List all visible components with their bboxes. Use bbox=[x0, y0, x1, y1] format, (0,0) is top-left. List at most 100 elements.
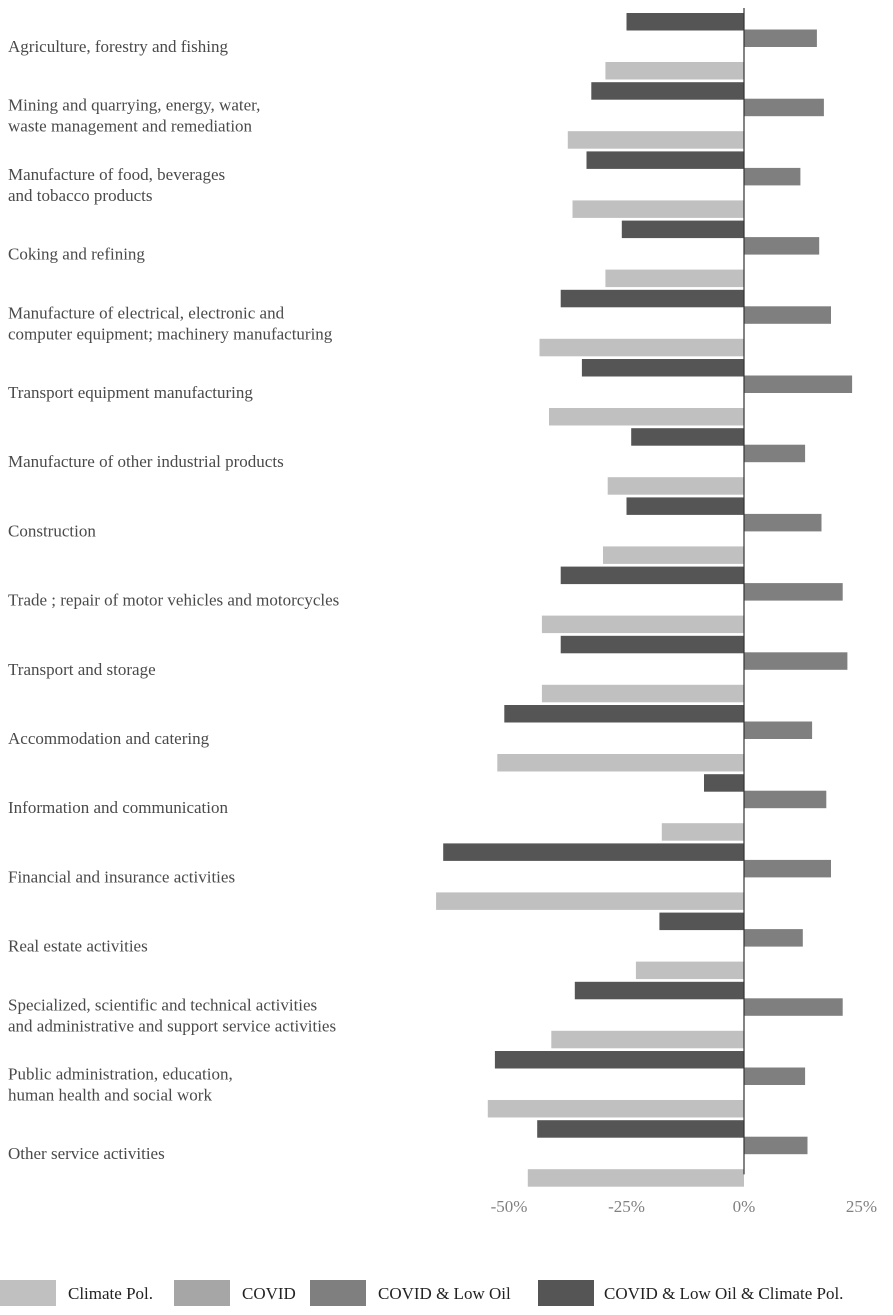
bar-covid-low-oil bbox=[744, 1136, 808, 1155]
bar-climate-pol bbox=[527, 1169, 744, 1187]
bar-covid-low-oil bbox=[744, 721, 813, 739]
legend-label: COVID & Low Oil bbox=[378, 1284, 511, 1303]
category-group: Manufacture of electrical, electronic an… bbox=[8, 289, 831, 357]
legend-swatch bbox=[538, 1280, 594, 1306]
category-group: Manufacture of other industrial products bbox=[8, 428, 806, 495]
bar-climate-pol bbox=[541, 615, 744, 634]
bar-covid-low-oil bbox=[744, 375, 853, 393]
category-label: computer equipment; machinery manufactur… bbox=[8, 324, 333, 343]
bar-covid-low-oil-climate-pol bbox=[626, 497, 744, 515]
bar-covid-low-oil bbox=[744, 237, 820, 255]
x-tick-label: 25% bbox=[846, 1197, 877, 1216]
bar-covid-low-oil bbox=[744, 652, 848, 670]
bar-covid-low-oil bbox=[744, 929, 803, 947]
bar-covid-low-oil-climate-pol bbox=[591, 82, 745, 100]
bar-covid-low-oil-climate-pol bbox=[574, 981, 744, 1000]
bar-climate-pol bbox=[635, 961, 744, 980]
bar-covid-low-oil bbox=[744, 513, 822, 532]
bar-covid-low-oil bbox=[744, 998, 843, 1016]
bar-climate-pol bbox=[572, 200, 744, 218]
bar-covid-low-oil-climate-pol bbox=[621, 220, 744, 239]
category-group: Transport and storage bbox=[8, 635, 848, 703]
category-group: Trade ; repair of motor vehicles and mot… bbox=[8, 566, 843, 634]
category-group: Coking and refining bbox=[8, 220, 820, 288]
category-group: Other service activities bbox=[8, 1120, 808, 1187]
category-label: Financial and insurance activities bbox=[8, 867, 235, 886]
bar-climate-pol bbox=[541, 684, 744, 703]
x-tick-label: 0% bbox=[733, 1197, 756, 1216]
bar-covid-low-oil-climate-pol bbox=[631, 428, 744, 446]
category-label: and tobacco products bbox=[8, 186, 152, 205]
bar-covid-low-oil bbox=[744, 29, 817, 47]
category-label: Transport and storage bbox=[8, 660, 156, 679]
category-group: Information and communication bbox=[8, 774, 827, 841]
category-label: and administrative and support service a… bbox=[8, 1016, 336, 1035]
bar-climate-pol bbox=[605, 269, 744, 288]
bar-covid-low-oil-climate-pol bbox=[504, 705, 744, 723]
bar-climate-pol bbox=[567, 131, 745, 149]
bar-climate-pol bbox=[605, 62, 744, 80]
bar-covid-low-oil bbox=[744, 306, 831, 324]
category-label: Construction bbox=[8, 521, 96, 540]
bar-covid-low-oil-climate-pol bbox=[537, 1120, 744, 1138]
bar-covid-low-oil bbox=[744, 167, 801, 186]
legend-swatch bbox=[174, 1280, 230, 1306]
legend-swatch bbox=[310, 1280, 366, 1306]
category-label: Real estate activities bbox=[8, 937, 148, 956]
bar-covid-low-oil bbox=[744, 1067, 806, 1085]
x-tick-label: -25% bbox=[608, 1197, 645, 1216]
category-group: Real estate activities bbox=[8, 912, 803, 980]
category-label: waste management and remediation bbox=[8, 117, 253, 136]
category-label: Specialized, scientific and technical ac… bbox=[8, 995, 317, 1014]
bar-covid-low-oil-climate-pol bbox=[560, 289, 744, 308]
bar-covid-low-oil bbox=[744, 583, 843, 601]
category-group: Manufacture of food, beverages and tobac… bbox=[8, 151, 801, 218]
bar-covid-low-oil bbox=[744, 98, 824, 117]
bar-covid-low-oil-climate-pol bbox=[443, 843, 744, 861]
category-group: Construction bbox=[8, 497, 822, 564]
category-group: Accommodation and catering bbox=[8, 705, 813, 772]
category-label: Information and communication bbox=[8, 798, 228, 817]
bar-covid-low-oil-climate-pol bbox=[560, 566, 744, 585]
category-label: human health and social work bbox=[8, 1086, 212, 1105]
bar-covid-low-oil-climate-pol bbox=[560, 635, 744, 654]
bar-climate-pol bbox=[487, 1100, 744, 1118]
bar-covid-low-oil-climate-pol bbox=[626, 13, 744, 31]
bar-climate-pol bbox=[607, 477, 744, 495]
bar-covid-low-oil-climate-pol bbox=[494, 1051, 744, 1069]
category-group: Mining and quarrying, energy, water, was… bbox=[8, 82, 824, 149]
category-group: Specialized, scientific and technical ac… bbox=[8, 981, 843, 1049]
category-label: Other service activities bbox=[8, 1144, 165, 1163]
category-group: Transport equipment manufacturing bbox=[8, 359, 853, 426]
bar-covid-low-oil-climate-pol bbox=[586, 151, 744, 169]
bar-covid-low-oil-climate-pol bbox=[659, 912, 744, 931]
x-tick-label: -50% bbox=[491, 1197, 528, 1216]
bar-climate-pol bbox=[497, 754, 745, 772]
category-label: Manufacture of electrical, electronic an… bbox=[8, 303, 285, 322]
bar-covid-low-oil-climate-pol bbox=[704, 774, 744, 792]
category-label: Coking and refining bbox=[8, 245, 145, 264]
legend-label: Climate Pol. bbox=[68, 1284, 153, 1303]
bar-climate-pol bbox=[661, 823, 745, 841]
category-group: Public administration, education, human … bbox=[8, 1051, 806, 1118]
category-label: Mining and quarrying, energy, water, bbox=[8, 96, 260, 115]
category-label: Agriculture, forestry and fishing bbox=[8, 37, 228, 56]
bar-climate-pol bbox=[436, 892, 744, 910]
category-group: Agriculture, forestry and fishing bbox=[8, 13, 817, 80]
category-label: Transport equipment manufacturing bbox=[8, 383, 253, 402]
legend: Climate Pol. COVID COVID & Low Oil COVID & … bbox=[0, 1280, 843, 1306]
category-label: Public administration, education, bbox=[8, 1065, 233, 1084]
category-label: Manufacture of food, beverages bbox=[8, 165, 225, 184]
bar-covid-low-oil bbox=[744, 859, 831, 878]
bar-climate-pol bbox=[539, 338, 744, 357]
bar-covid-low-oil bbox=[744, 790, 827, 809]
bar-covid-low-oil-climate-pol bbox=[581, 359, 744, 377]
bar-covid-low-oil bbox=[744, 444, 806, 463]
category-group: Financial and insurance activities bbox=[8, 843, 831, 910]
legend-label: COVID & Low Oil & Climate Pol. bbox=[604, 1284, 843, 1303]
bar-climate-pol bbox=[549, 408, 744, 426]
legend-label: COVID bbox=[242, 1284, 296, 1303]
category-label: Manufacture of other industrial products bbox=[8, 452, 284, 471]
